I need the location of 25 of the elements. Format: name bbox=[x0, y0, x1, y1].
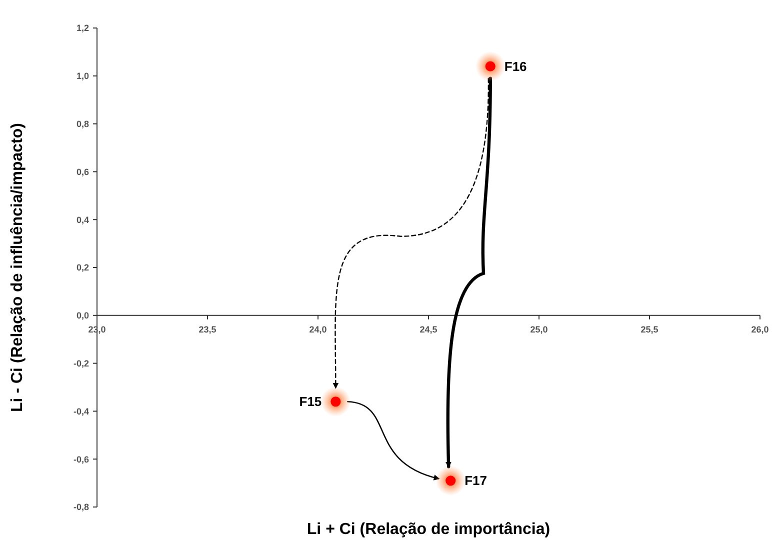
x-tick-label: 23,5 bbox=[198, 324, 216, 334]
x-tick-label: 25,5 bbox=[640, 324, 658, 334]
x-tick-label: 26,0 bbox=[751, 324, 769, 334]
y-tick-label: 0,4 bbox=[76, 214, 89, 225]
y-tick-label: 0,2 bbox=[76, 262, 89, 273]
y-tick-label: 1,2 bbox=[76, 23, 89, 34]
y-tick-label: -0,4 bbox=[73, 406, 89, 416]
x-tick-label: 24,5 bbox=[420, 324, 438, 334]
y-tick-label: 0,0 bbox=[76, 310, 89, 321]
point bbox=[475, 51, 506, 82]
y-tick-label: 0,6 bbox=[76, 166, 89, 177]
x-axis-title: Li + Ci (Relação de importância) bbox=[306, 521, 550, 538]
y-tick-label: -0,6 bbox=[73, 454, 89, 464]
x-tick-label: 25,0 bbox=[530, 324, 548, 334]
y-tick-label: -0,2 bbox=[73, 358, 89, 368]
annotation: F17 bbox=[464, 473, 488, 488]
y-tick-label: -0,8 bbox=[73, 502, 89, 512]
y-tick-label: 1,0 bbox=[76, 71, 89, 82]
y-tick-label: 0,8 bbox=[76, 118, 89, 129]
point bbox=[320, 386, 351, 417]
annotation: F15 bbox=[299, 394, 322, 410]
y-axis-title: Li - Ci (Relação de influência/impacto) bbox=[9, 123, 26, 412]
x-tick-label: 24,0 bbox=[309, 324, 327, 334]
annotation: F16 bbox=[504, 58, 527, 74]
point bbox=[436, 466, 466, 496]
